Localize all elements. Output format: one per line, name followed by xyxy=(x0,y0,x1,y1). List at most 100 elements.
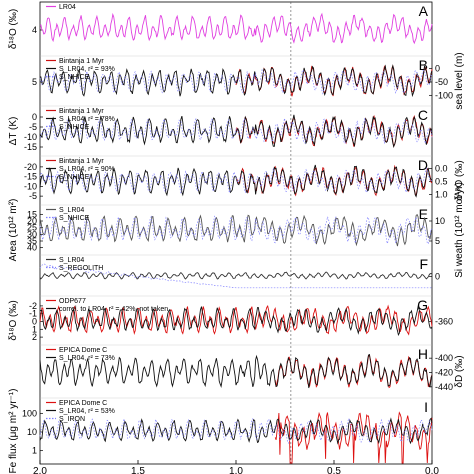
legend-label: S_IRON xyxy=(59,416,85,423)
right-tick-label: 1.0 xyxy=(435,190,448,200)
right-tick-label: -400 xyxy=(435,353,453,363)
right-axis-label: sea level (m) xyxy=(454,52,465,109)
legend-label: EPICA Dome C xyxy=(59,400,107,407)
right-tick-label: -360 xyxy=(435,317,453,327)
series-line xyxy=(39,417,433,444)
right-axis-label: δ¹⁸O (‰) xyxy=(454,160,465,200)
y-tick-label: 0 xyxy=(32,112,37,122)
right-tick-label: -420 xyxy=(435,368,453,378)
panel-letter: G xyxy=(417,297,428,313)
series-line xyxy=(39,12,433,45)
legend-label: Bintanja 1 Myr xyxy=(59,58,104,65)
series-line xyxy=(39,164,433,198)
series-line xyxy=(39,271,433,280)
y-tick-label: 30 xyxy=(27,229,37,239)
legend-label: S_LR04, r² = 90% xyxy=(59,166,115,173)
right-tick-label: 5 xyxy=(435,236,440,246)
legend-label: S_NHICE xyxy=(59,215,90,222)
series-line xyxy=(39,64,433,98)
legend-label: S_LR04, r² = 53% xyxy=(59,408,115,415)
legend-label: Bintanja 1 Myr xyxy=(59,108,104,115)
y-axis-label: Fe flux (μg m² yr⁻¹) xyxy=(8,389,19,474)
legend-label: EPICA Dome C xyxy=(59,347,107,354)
x-tick-label: 1.5 xyxy=(131,466,145,474)
y-tick-label: -1 xyxy=(29,309,37,319)
legend-label: S_REGOLITH xyxy=(59,265,103,272)
y-tick-label: -20 xyxy=(24,162,37,172)
y-tick-label: 100 xyxy=(22,408,37,418)
legend-label: S_NHICE xyxy=(59,124,90,131)
y-axis-label: δ¹⁸O (‰) xyxy=(8,9,19,49)
series-line xyxy=(39,304,433,336)
series-line xyxy=(39,215,433,245)
panel-letter: I xyxy=(424,399,428,415)
panel-letter: D xyxy=(418,157,428,173)
y-tick-label: -15 xyxy=(24,142,37,152)
series-line xyxy=(39,114,433,148)
series-line xyxy=(39,167,433,195)
series-line xyxy=(39,263,432,289)
legend-label: correl. to LR04, r² = 42%, not taken xyxy=(59,306,168,313)
legend-label: S_LR04 xyxy=(59,207,84,214)
panel-letter: E xyxy=(419,206,428,222)
legend-label: S_LR04, r² = 93% xyxy=(59,66,115,73)
y-tick-label: -5 xyxy=(29,122,37,132)
y-tick-label: 10 xyxy=(27,427,37,437)
y-tick-label: -10 xyxy=(24,132,37,142)
y-tick-label: 4 xyxy=(32,25,37,35)
right-tick-label: -100 xyxy=(435,90,453,100)
legend-label: S_LR04, r² = 73% xyxy=(59,355,115,362)
x-tick-label: 1.0 xyxy=(229,466,243,474)
series-line xyxy=(39,117,433,145)
y-tick-label: 1 xyxy=(32,324,37,334)
y-tick-label: 5 xyxy=(32,77,37,87)
y-tick-label: -5 xyxy=(29,191,37,201)
right-tick-label: 10 xyxy=(435,216,445,226)
right-tick-label: 0.0 xyxy=(435,164,448,174)
series-line xyxy=(39,417,433,445)
right-tick-label: -440 xyxy=(435,382,453,392)
legend-label: LR04 xyxy=(59,4,76,11)
legend-label: Bintanja 1 Myr xyxy=(59,158,104,165)
right-tick-label: 0 xyxy=(435,272,440,282)
right-axis-label: δD (‰) xyxy=(454,355,465,387)
series-line xyxy=(39,305,433,337)
y-tick-label: 15 xyxy=(27,209,37,219)
legend-label: ODP677 xyxy=(59,298,86,305)
legend-label: S_LR04 xyxy=(59,257,84,264)
legend-label: S_NHICE xyxy=(59,74,90,81)
x-tick-label: 2.0 xyxy=(33,466,47,474)
series-line xyxy=(39,213,433,247)
legend-label: S_LR04, r² = 78% xyxy=(59,116,115,123)
y-tick-label: 40 xyxy=(27,243,37,253)
right-tick-label: 0.5 xyxy=(435,177,448,187)
y-tick-label: -10 xyxy=(24,181,37,191)
y-tick-label: 35 xyxy=(27,236,37,246)
y-axis-label: ΔT (K) xyxy=(8,117,19,146)
y-tick-label: 25 xyxy=(27,223,37,233)
panel-letter: A xyxy=(419,3,429,19)
right-tick-label: 0 xyxy=(435,64,440,74)
y-tick-label: -15 xyxy=(24,172,37,182)
panel-letter: H xyxy=(418,346,428,362)
legend-label: S_NHICE xyxy=(59,174,90,181)
panel-letter: F xyxy=(419,256,428,272)
y-axis-label: δ¹⁸O (‰) xyxy=(8,300,19,340)
x-tick-label: 0.5 xyxy=(327,466,341,474)
x-tick-label: 0.0 xyxy=(425,466,439,474)
right-axis-label: Si weath (10¹² mol/yr) xyxy=(454,182,465,278)
series-line xyxy=(39,68,432,95)
y-axis-label: Area (10¹² m²) xyxy=(8,199,19,262)
right-tick-label: -50 xyxy=(435,77,448,87)
y-tick-label: 2 xyxy=(32,332,37,342)
series-line xyxy=(274,411,433,464)
y-tick-label: 0 xyxy=(32,317,37,327)
series-line xyxy=(39,353,433,389)
panel-letter: B xyxy=(419,57,428,73)
y-tick-label: 1 xyxy=(32,446,37,456)
panel-letter: C xyxy=(418,107,428,123)
y-tick-label: 20 xyxy=(27,216,37,226)
y-tick-label: -2 xyxy=(29,301,37,311)
